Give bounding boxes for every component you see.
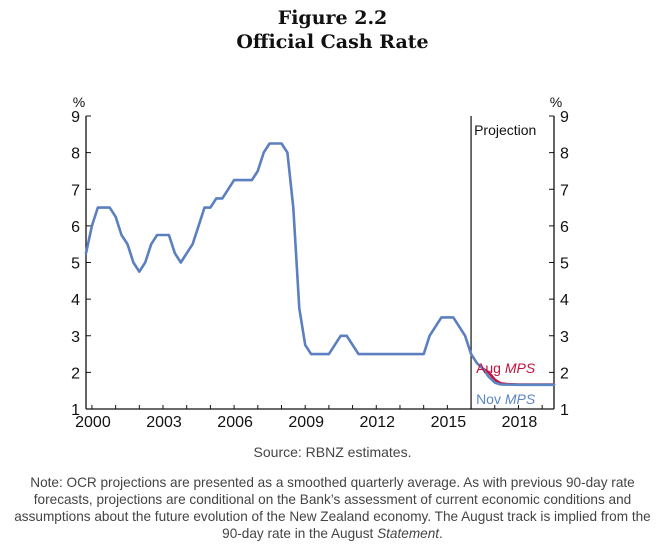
x-tick-label: 2000: [75, 414, 111, 431]
note-end: .: [439, 526, 443, 541]
y-tick-label-left: 9: [71, 109, 80, 126]
chart-ticks: 1 1 2 2 3 3 4 4 5 5 6 6 7 7 8 8 9 9 2000 2003 2006 2009 2012 20…: [71, 109, 569, 431]
y-tick-label-right: 7: [560, 182, 569, 199]
chart-labels: % % Projection Aug MPS Nov MPS: [73, 94, 562, 407]
nov-mps-label: Nov MPS: [476, 391, 536, 407]
x-tick-label: 2018: [502, 414, 538, 431]
y-tick-label-left: 5: [71, 256, 80, 273]
y-tick-label-left: 3: [71, 329, 80, 346]
y-tick-label-left: 1: [71, 402, 80, 419]
y-unit-right: %: [550, 94, 562, 110]
y-tick-label-right: 8: [560, 146, 569, 163]
y-tick-label-left: 4: [71, 292, 80, 309]
y-tick-label-left: 2: [71, 365, 80, 382]
y-tick-label-left: 6: [71, 219, 80, 236]
ocr-line-chart: 1 1 2 2 3 3 4 4 5 5 6 6 7 7 8 8 9 9 2000 2003 2006 2009 2012 20…: [71, 94, 569, 431]
y-tick-label-right: 5: [560, 256, 569, 273]
projection-label: Projection: [474, 122, 536, 138]
y-tick-label-left: 8: [71, 146, 80, 163]
note-italic: Statement: [377, 526, 440, 541]
note-text: Note: OCR projections are presented as a…: [14, 475, 651, 541]
chart-source: Source: RBNZ estimates.: [253, 444, 412, 460]
y-tick-label-right: 4: [560, 292, 569, 309]
x-tick-label: 2009: [288, 414, 324, 431]
figure-title: Figure 2.2 Official Cash Rate: [0, 6, 665, 54]
y-tick-label-right: 9: [560, 109, 569, 126]
aug-mps-label: Aug MPS: [476, 360, 536, 376]
y-tick-label-right: 6: [560, 219, 569, 236]
y-unit-left: %: [73, 94, 85, 110]
nov-mps-line: [481, 367, 556, 387]
y-tick-label-right: 3: [560, 329, 569, 346]
x-tick-label: 2012: [359, 414, 395, 431]
x-tick-label: 2003: [146, 414, 182, 431]
chart-lines: [84, 142, 556, 387]
y-tick-label-left: 7: [71, 182, 80, 199]
chart-note: Note: OCR projections are presented as a…: [12, 474, 653, 542]
figure-name: Official Cash Rate: [236, 31, 429, 53]
ocr-history-line: [84, 142, 485, 370]
x-tick-label: 2015: [431, 414, 467, 431]
y-tick-label-right: 1: [560, 402, 569, 419]
x-tick-label: 2006: [217, 414, 253, 431]
y-tick-label-right: 2: [560, 365, 569, 382]
figure-number: Figure 2.2: [277, 7, 388, 29]
